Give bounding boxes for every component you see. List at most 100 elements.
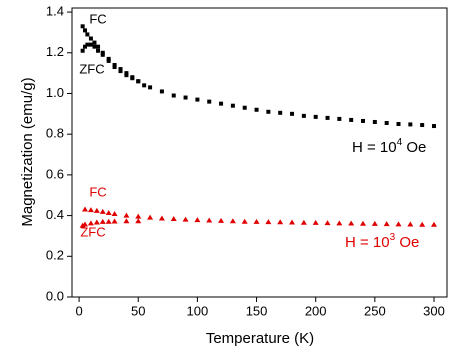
data-point bbox=[324, 220, 331, 226]
x-tick-label: 0 bbox=[75, 303, 82, 318]
data-point bbox=[195, 97, 200, 102]
x-axis-label: Temperature (K) bbox=[206, 330, 314, 347]
data-point bbox=[99, 208, 106, 214]
data-point bbox=[111, 218, 118, 224]
data-point bbox=[100, 50, 105, 55]
data-point bbox=[123, 212, 130, 218]
data-point bbox=[253, 218, 260, 224]
data-point bbox=[159, 89, 164, 94]
data-point bbox=[254, 107, 259, 112]
data-point bbox=[93, 207, 100, 213]
data-point bbox=[148, 85, 153, 90]
data-point bbox=[135, 213, 142, 219]
data-point bbox=[171, 93, 176, 98]
data-point bbox=[147, 214, 154, 220]
data-point bbox=[142, 83, 147, 88]
data-point bbox=[88, 36, 93, 41]
series-label: ZFC bbox=[79, 61, 104, 76]
data-point bbox=[85, 42, 90, 47]
data-point bbox=[124, 73, 129, 78]
data-point bbox=[82, 206, 89, 212]
series-label: FC bbox=[89, 184, 106, 199]
data-point bbox=[170, 216, 177, 222]
data-point bbox=[124, 71, 129, 76]
data-point bbox=[82, 221, 89, 227]
data-point bbox=[118, 67, 123, 72]
data-point bbox=[207, 99, 212, 104]
data-point bbox=[312, 219, 319, 225]
data-point bbox=[348, 220, 355, 226]
data-point bbox=[80, 24, 85, 29]
y-tick-label: 0.4 bbox=[46, 207, 64, 222]
data-point bbox=[337, 116, 342, 121]
plot-frame bbox=[71, 7, 448, 298]
data-point bbox=[290, 111, 295, 116]
data-point bbox=[230, 103, 235, 108]
data-point bbox=[278, 110, 283, 115]
data-point bbox=[289, 219, 296, 225]
data-point bbox=[194, 217, 201, 223]
data-point bbox=[92, 44, 97, 49]
data-point bbox=[241, 218, 248, 224]
data-point bbox=[99, 218, 106, 224]
annotation-tail: Oe bbox=[402, 139, 426, 156]
data-point bbox=[106, 56, 111, 61]
data-point bbox=[105, 209, 112, 215]
annotation: H = 104 Oe bbox=[352, 137, 426, 156]
data-point bbox=[371, 220, 378, 226]
annotation-text: H = 10 bbox=[345, 234, 390, 251]
data-point bbox=[384, 120, 389, 125]
data-point bbox=[88, 42, 93, 47]
data-point bbox=[105, 218, 112, 224]
data-point bbox=[85, 32, 90, 37]
y-tick-label: 0.8 bbox=[46, 126, 64, 141]
y-tick-label: 0.0 bbox=[46, 288, 64, 303]
data-point bbox=[407, 221, 414, 227]
data-point bbox=[396, 122, 401, 127]
data-point bbox=[123, 218, 130, 224]
y-tick-label: 1.4 bbox=[46, 4, 64, 19]
data-point bbox=[83, 44, 88, 49]
data-point bbox=[100, 52, 105, 57]
data-point bbox=[80, 48, 85, 53]
annotation-tail: Oe bbox=[395, 234, 419, 251]
data-point bbox=[218, 217, 225, 223]
data-point bbox=[112, 62, 117, 67]
data-point bbox=[277, 219, 284, 225]
data-point bbox=[229, 218, 236, 224]
data-point bbox=[93, 219, 100, 225]
x-tick-label: 200 bbox=[305, 303, 327, 318]
data-point bbox=[96, 48, 101, 53]
data-point bbox=[87, 220, 94, 226]
y-tick-label: 1.0 bbox=[46, 85, 64, 100]
data-point bbox=[361, 118, 366, 123]
data-point bbox=[420, 123, 425, 128]
y-tick-label: 0.6 bbox=[46, 166, 64, 181]
x-tick-label: 100 bbox=[187, 303, 209, 318]
data-point bbox=[313, 114, 318, 119]
data-point bbox=[206, 217, 213, 223]
y-tick-label: 0.2 bbox=[46, 248, 64, 263]
x-tick-label: 150 bbox=[246, 303, 268, 318]
annotation-text: H = 10 bbox=[352, 139, 397, 156]
data-point bbox=[301, 113, 306, 118]
y-axis-label: Magnetization (emu/g) bbox=[19, 77, 36, 226]
data-point bbox=[87, 207, 94, 213]
data-point bbox=[136, 79, 141, 84]
data-point bbox=[182, 216, 189, 222]
annotation-sup: 3 bbox=[390, 232, 396, 243]
data-point bbox=[96, 44, 101, 49]
data-point bbox=[395, 221, 402, 227]
series-label: FC bbox=[89, 11, 106, 26]
data-point bbox=[130, 76, 135, 81]
data-point bbox=[111, 210, 118, 216]
data-point bbox=[325, 115, 330, 120]
y-tick-label: 1.2 bbox=[46, 44, 64, 59]
data-point bbox=[349, 117, 354, 122]
data-point bbox=[419, 221, 426, 227]
data-point bbox=[219, 101, 224, 106]
data-point bbox=[431, 124, 436, 129]
data-point bbox=[383, 221, 390, 227]
data-point bbox=[83, 28, 88, 33]
